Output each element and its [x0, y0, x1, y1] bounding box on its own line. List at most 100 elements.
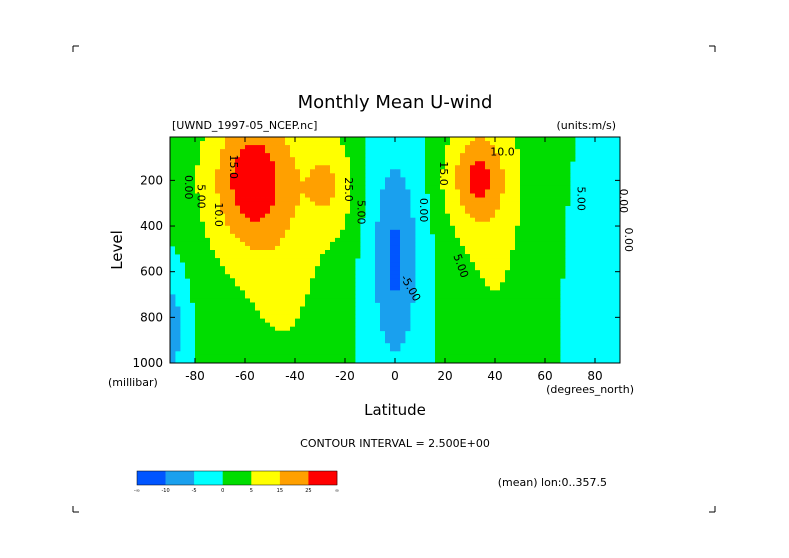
contour-cell	[460, 282, 466, 287]
contour-cell	[515, 149, 521, 154]
contour-cell	[515, 326, 521, 332]
contour-cell	[175, 213, 181, 219]
contour-cell	[550, 262, 556, 267]
contour-cell	[255, 322, 261, 328]
contour-cell	[440, 258, 446, 263]
contour-cell	[470, 193, 476, 198]
contour-cell	[320, 149, 326, 154]
contour-cell	[345, 310, 351, 315]
contour-cell	[360, 173, 366, 178]
contour-cell	[300, 197, 306, 202]
contour-cell	[490, 177, 496, 182]
contour-cell	[435, 306, 441, 311]
contour-cell	[220, 181, 226, 186]
contour-cell	[475, 270, 481, 275]
contour-cell	[435, 350, 441, 356]
contour-cell	[350, 217, 356, 223]
contour-cell	[340, 334, 346, 340]
contour-cell	[240, 193, 246, 198]
contour-cell	[250, 157, 256, 162]
contour-cell	[515, 306, 521, 311]
contour-cell	[210, 254, 216, 259]
contour-cell	[530, 322, 536, 328]
contour-cell	[215, 318, 221, 324]
contour-cell	[425, 165, 431, 170]
contour-cell	[545, 266, 551, 271]
contour-cell	[210, 185, 216, 190]
contour-cell	[495, 302, 501, 307]
contour-cell	[465, 358, 471, 364]
contour-cell	[185, 173, 191, 178]
contour-cell	[185, 165, 191, 170]
contour-cell	[270, 213, 276, 219]
contour-cell	[555, 338, 561, 344]
contour-cell	[345, 149, 351, 154]
contour-cell	[440, 189, 446, 194]
contour-cell	[460, 314, 466, 320]
contour-cell	[485, 250, 491, 255]
contour-cell	[240, 201, 246, 207]
contour-cell	[475, 165, 481, 170]
contour-cell	[275, 241, 281, 247]
contour-cell	[270, 205, 276, 211]
contour-cell	[390, 217, 396, 223]
contour-cell	[535, 250, 541, 255]
contour-cell	[170, 326, 176, 332]
contour-cell	[320, 185, 326, 190]
contour-cell	[480, 149, 486, 154]
contour-cell	[440, 161, 446, 166]
contour-cell	[400, 306, 406, 311]
contour-cell	[520, 217, 526, 223]
contour-cell	[540, 157, 546, 162]
contour-cell	[270, 322, 276, 328]
contour-cell	[570, 141, 576, 146]
contour-cell	[550, 157, 556, 162]
contour-cell	[475, 181, 481, 186]
contour-cell	[240, 310, 246, 315]
contour-cell	[175, 157, 181, 162]
contour-cell	[300, 282, 306, 287]
contour-cell	[255, 145, 261, 150]
contour-cell	[440, 338, 446, 344]
contour-cell	[505, 161, 511, 166]
contour-cell	[320, 229, 326, 235]
contour-cell	[460, 290, 466, 295]
contour-cell	[360, 149, 366, 154]
contour-cell	[540, 342, 546, 348]
contour-cell	[235, 282, 241, 287]
contour-cell	[540, 298, 546, 303]
contour-cell	[500, 241, 506, 247]
contour-cell	[485, 145, 491, 150]
contour-cell	[465, 274, 471, 279]
contour-cell	[295, 358, 301, 364]
contour-cell	[565, 149, 571, 154]
contour-cell	[190, 217, 196, 223]
contour-cell	[460, 193, 466, 198]
contour-cell	[220, 185, 226, 190]
contour-cell	[555, 254, 561, 259]
contour-cell	[310, 250, 316, 255]
contour-cell	[545, 326, 551, 332]
contour-cell	[540, 233, 546, 239]
contour-cell	[540, 225, 546, 231]
contour-cell	[305, 149, 311, 154]
contour-cell	[230, 282, 236, 287]
contour-cell	[480, 221, 486, 227]
contour-cell	[385, 314, 391, 320]
contour-cell	[550, 165, 556, 170]
contour-cell	[460, 221, 466, 227]
contour-cell	[450, 262, 456, 267]
contour-cell	[380, 266, 386, 271]
contour-cell	[520, 237, 526, 243]
contour-cell	[275, 149, 281, 154]
contour-cell	[305, 326, 311, 332]
contour-cell	[465, 290, 471, 295]
contour-cell	[245, 298, 251, 303]
contour-cell	[560, 173, 566, 178]
contour-cell	[350, 149, 356, 154]
contour-cell	[285, 314, 291, 320]
contour-cell	[250, 229, 256, 235]
contour-cell	[565, 161, 571, 166]
contour-cell	[275, 169, 281, 174]
contour-cell	[280, 250, 286, 255]
